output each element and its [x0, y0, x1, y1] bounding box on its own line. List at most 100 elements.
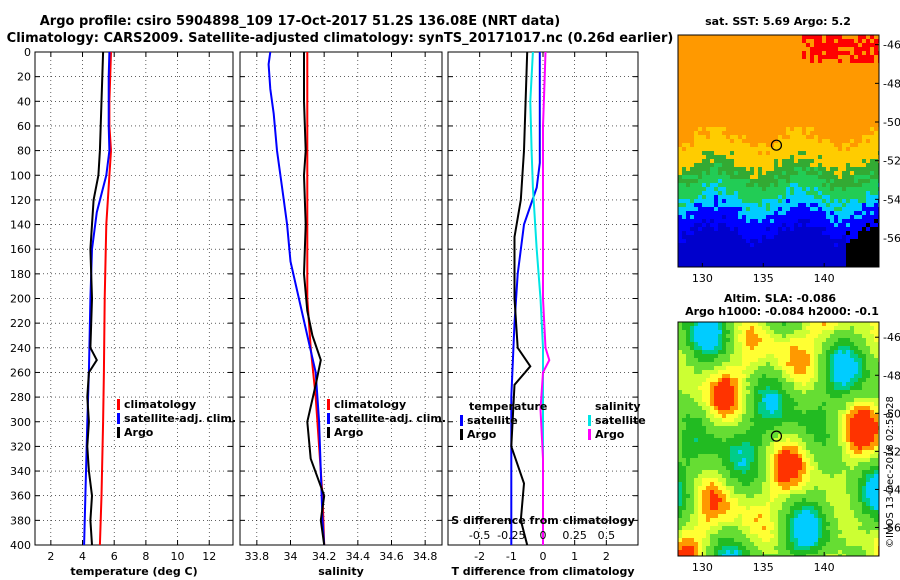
sla_map-cell — [862, 418, 866, 422]
sst_map-cell — [734, 171, 738, 175]
sla_map-cell — [734, 362, 738, 366]
sst_map-cell — [790, 187, 794, 191]
sla_map-cell — [838, 442, 842, 446]
sst_map-cell — [726, 59, 730, 63]
sla_map-cell — [806, 438, 810, 442]
sst_map-cell — [730, 75, 734, 79]
sst_map-cell — [726, 251, 730, 255]
sst_map-cell — [854, 251, 858, 255]
sst_map-cell — [698, 263, 702, 267]
sla_map-cell — [726, 354, 730, 358]
sst_map-cell — [722, 83, 726, 87]
sst_map-cell — [726, 99, 730, 103]
sla_map-cell — [710, 438, 714, 442]
sla_map-cell — [750, 354, 754, 358]
sla_map-cell — [714, 334, 718, 338]
sst_map-cell — [838, 79, 842, 83]
sst_map-cell — [842, 259, 846, 263]
sst_map-cell — [726, 107, 730, 111]
sla_map-cell — [714, 358, 718, 362]
sst_map-cell — [846, 59, 850, 63]
sla_map-cell — [694, 442, 698, 446]
sla_map-cell — [838, 382, 842, 386]
sst_map-cell — [826, 99, 830, 103]
sla_map-cell — [746, 322, 750, 326]
sst_map-cell — [838, 183, 842, 187]
sst_map-cell — [838, 191, 842, 195]
sla_map-cell — [842, 334, 846, 338]
sla_map-cell — [810, 322, 814, 326]
sst_map-cell — [686, 163, 690, 167]
sst_map-cell — [782, 79, 786, 83]
sla_map-cell — [742, 406, 746, 410]
sst_map-cell — [694, 239, 698, 243]
sst_map-cell — [730, 239, 734, 243]
sst_map-cell — [834, 159, 838, 163]
sst_map-cell — [874, 155, 878, 159]
sst_map-cell — [702, 163, 706, 167]
sst_map-cell — [718, 239, 722, 243]
sla_map-cell — [782, 370, 786, 374]
sla_map-cell — [682, 454, 686, 458]
sst_map-cell — [718, 155, 722, 159]
sst_map-cell — [854, 87, 858, 91]
sst_map-cell — [738, 115, 742, 119]
sst_map-cell — [834, 191, 838, 195]
sst_map-cell — [862, 183, 866, 187]
sla_map-cell — [678, 386, 682, 390]
sst_map-cell — [682, 203, 686, 207]
sst_map-cell — [830, 63, 834, 67]
sst_map-cell — [794, 123, 798, 127]
sst_map-cell — [842, 95, 846, 99]
sst_map-cell — [718, 87, 722, 91]
sla_map-cell — [762, 342, 766, 346]
sla_map-cell — [790, 414, 794, 418]
sst_map-cell — [770, 135, 774, 139]
sst_map-cell — [770, 251, 774, 255]
sst_map-cell — [726, 215, 730, 219]
sst_map-cell — [778, 83, 782, 87]
sst_map-cell — [850, 163, 854, 167]
sst_map-cell — [874, 79, 878, 83]
sla_map-cell — [826, 370, 830, 374]
sst_map-cell — [762, 179, 766, 183]
sst_map-cell — [778, 107, 782, 111]
sst_map-cell — [794, 55, 798, 59]
sst_map-cell — [786, 163, 790, 167]
sst_map-cell — [850, 199, 854, 203]
sst_map-cell — [850, 151, 854, 155]
sla_map-cell — [690, 334, 694, 338]
sst_map-cell — [786, 43, 790, 47]
sla_map-cell — [874, 346, 878, 350]
sla_map-cell — [714, 322, 718, 326]
sst_map-cell — [846, 143, 850, 147]
sla_map-cell — [750, 438, 754, 442]
sst_map-cell — [834, 235, 838, 239]
sla_map-cell — [726, 406, 730, 410]
sla_map-cell — [694, 406, 698, 410]
sla_map-cell — [842, 370, 846, 374]
sst_map-cell — [758, 159, 762, 163]
sst_map-cell — [690, 183, 694, 187]
sla_map-cell — [850, 358, 854, 362]
sst_map-cell — [810, 259, 814, 263]
sst_map-cell — [774, 155, 778, 159]
sst_map-cell — [786, 239, 790, 243]
sst_map-cell — [710, 175, 714, 179]
sst_map-cell — [854, 231, 858, 235]
sst_map-cell — [870, 55, 874, 59]
sst_map-cell — [834, 103, 838, 107]
sla_map-cell — [842, 410, 846, 414]
sla_map-cell — [786, 398, 790, 402]
sst_map-cell — [874, 227, 878, 231]
sla_map-cell — [730, 402, 734, 406]
sst_map-cell — [858, 191, 862, 195]
sst_map-cell — [786, 71, 790, 75]
sla_map-cell — [810, 442, 814, 446]
sst_map-cell — [862, 203, 866, 207]
sla_map-cell — [810, 450, 814, 454]
sla_map-cell — [706, 414, 710, 418]
sst_map-cell — [702, 247, 706, 251]
sst_map-cell — [850, 51, 854, 55]
sst_map-cell — [778, 131, 782, 135]
